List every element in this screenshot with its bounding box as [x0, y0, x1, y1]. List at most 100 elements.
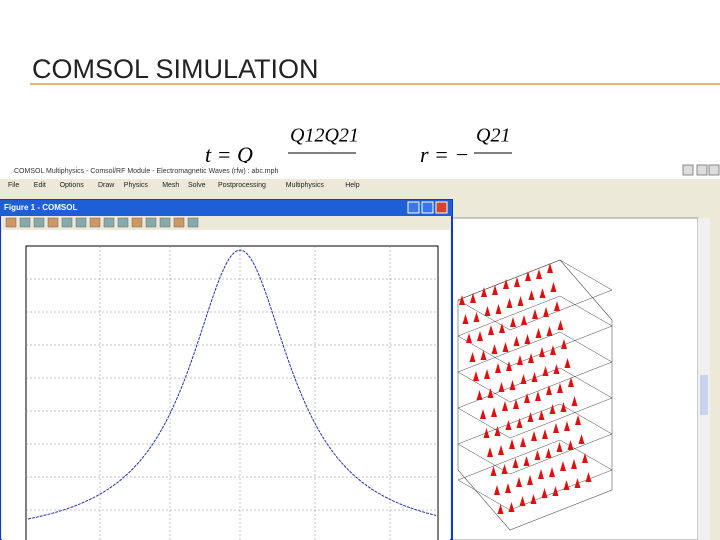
main-title: COMSOL Multiphysics - Comsol/RF Module -… [14, 168, 278, 175]
menu-item[interactable]: Edit [34, 182, 46, 189]
cone [498, 445, 504, 455]
grid [26, 246, 438, 540]
tool-icon[interactable] [19, 217, 31, 228]
menu-bar: File Edit Options Draw Physics Mesh Solve Postp… [8, 182, 360, 189]
cone [574, 478, 581, 488]
menu-item[interactable]: Postprocessing [218, 182, 266, 189]
cone [585, 472, 592, 482]
menu-item[interactable]: Physics [124, 182, 149, 189]
tool-icon[interactable] [103, 217, 115, 228]
cone [516, 477, 522, 487]
cone [539, 288, 546, 298]
cone [567, 440, 574, 450]
tool-icon[interactable] [159, 217, 171, 228]
minimize-button[interactable] [407, 201, 420, 214]
figure-toolbar [5, 217, 199, 228]
cone [470, 293, 476, 303]
figure-title-bar [0, 200, 452, 216]
vector-plot [457, 259, 613, 531]
slice-plane [457, 295, 613, 367]
cone [487, 388, 494, 398]
curve [27, 249, 437, 520]
cone [509, 439, 515, 449]
cone [501, 464, 508, 474]
cone [509, 380, 516, 390]
cone [505, 420, 512, 430]
minimize-button[interactable] [682, 164, 694, 176]
cone [547, 263, 553, 273]
close-button[interactable] [435, 201, 448, 214]
cone [488, 325, 494, 335]
close-button[interactable] [708, 164, 720, 176]
formula-r-num: Q21 [476, 125, 510, 147]
menu-item[interactable]: Options [60, 182, 85, 189]
slice-plane [457, 439, 613, 511]
menu-item[interactable]: Multiphysics [286, 182, 325, 189]
cone [527, 475, 533, 485]
cone [495, 363, 501, 373]
menu-item[interactable]: File [8, 182, 19, 189]
figure-canvas [2, 230, 450, 540]
cone [546, 385, 552, 395]
cone [531, 372, 538, 382]
cone [517, 355, 523, 365]
cone [519, 496, 526, 506]
menu-item[interactable]: Draw [98, 182, 115, 189]
cone [480, 409, 486, 419]
cone [535, 391, 541, 401]
cone [517, 296, 524, 306]
main-title-bar [0, 163, 720, 179]
cone [550, 345, 556, 355]
cone [513, 399, 519, 409]
cone [494, 485, 500, 495]
scroll-thumb[interactable] [700, 375, 708, 415]
maximize-button[interactable] [421, 201, 434, 214]
cone [484, 306, 491, 316]
cone [492, 285, 498, 295]
cone [502, 401, 508, 411]
cone [543, 307, 549, 317]
cone [514, 277, 520, 287]
tool-icon[interactable] [145, 217, 157, 228]
cone [469, 352, 476, 362]
cone [521, 315, 527, 325]
tool-icon[interactable] [131, 217, 143, 228]
cone [542, 366, 549, 376]
axes-box [25, 245, 439, 540]
cone [564, 421, 570, 431]
cone [520, 374, 527, 384]
tool-icon[interactable] [5, 217, 17, 228]
slice-plane [457, 367, 613, 439]
maximize-button[interactable] [696, 164, 708, 176]
tool-icon[interactable] [47, 217, 59, 228]
cone [582, 453, 588, 463]
tool-icon[interactable] [117, 217, 129, 228]
cone [473, 371, 479, 381]
tool-icon[interactable] [33, 217, 45, 228]
tool-icon[interactable] [187, 217, 199, 228]
cone [494, 426, 501, 436]
menu-item[interactable]: Help [345, 182, 360, 189]
cone [524, 334, 531, 344]
tool-icon[interactable] [89, 217, 101, 228]
cone [512, 458, 519, 468]
slice-plane [457, 331, 613, 403]
tool-icon[interactable] [75, 217, 87, 228]
tool-icon[interactable] [61, 217, 73, 228]
cone [545, 448, 552, 458]
cone [542, 429, 548, 439]
cone [483, 428, 490, 438]
cone [506, 361, 512, 371]
tool-icon[interactable] [173, 217, 185, 228]
cone [568, 377, 574, 387]
cone [564, 358, 571, 368]
slide-title: COMSOL SIMULATION [32, 54, 319, 84]
cone [497, 504, 504, 514]
cone [553, 364, 560, 374]
cone [520, 437, 526, 447]
menu-item[interactable]: Solve [188, 182, 206, 189]
menu-item[interactable]: Mesh [162, 182, 179, 189]
cone [578, 434, 585, 444]
cone [508, 502, 515, 512]
